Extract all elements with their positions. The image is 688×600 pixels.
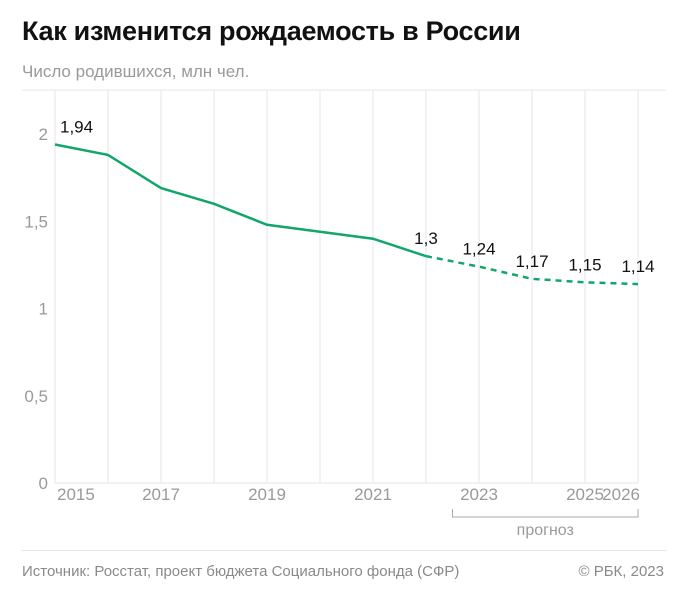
y-tick-label: 1,5 [24, 212, 48, 231]
forecast-label: прогноз [517, 522, 574, 539]
x-tick-label: 2025 [566, 485, 604, 504]
forecast-series-line [425, 254, 639, 286]
y-tick-label: 0 [39, 474, 48, 493]
data-label: 1,14 [621, 257, 654, 276]
data-label: 1,24 [462, 240, 495, 259]
forecast-bracket [452, 509, 639, 518]
y-tick-label: 0,5 [24, 387, 48, 406]
copyright: © РБК, 2023 [578, 563, 664, 580]
chart-subtitle: Число родившихся, млн чел. [22, 62, 250, 81]
x-tick-label: 2026 [602, 485, 640, 504]
data-label: 1,3 [414, 229, 438, 248]
x-tick-label: 2023 [460, 485, 498, 504]
footer-divider [22, 550, 666, 551]
x-tick-label: 2019 [248, 485, 286, 504]
x-tick-label: 2015 [57, 485, 95, 504]
y-tick-label: 2 [39, 125, 48, 144]
x-tick-label: 2021 [354, 485, 392, 504]
x-tick-label: 2017 [142, 485, 180, 504]
y-tick-label: 1 [39, 300, 48, 319]
source-note: Источник: Росстат, проект бюджета Социал… [22, 563, 460, 580]
data-label: 1,17 [515, 252, 548, 271]
data-label: 1,15 [568, 255, 601, 274]
actual-series-line [54, 143, 427, 258]
data-label: 1,94 [60, 117, 93, 136]
chart-title: Как изменится рождаемость в России [22, 16, 521, 46]
